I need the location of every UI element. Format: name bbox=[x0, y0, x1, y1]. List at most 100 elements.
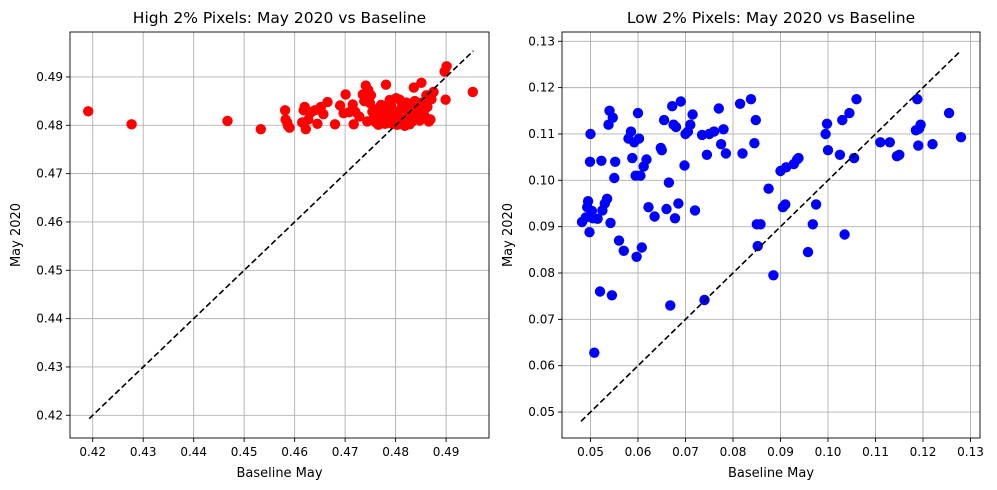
scatter-point bbox=[679, 160, 690, 171]
scatter-point bbox=[927, 139, 938, 150]
scatter-point bbox=[685, 119, 696, 130]
scatter-point bbox=[428, 86, 439, 98]
scatter-point bbox=[851, 94, 862, 105]
scatter-point bbox=[667, 101, 678, 112]
scatter-point bbox=[649, 211, 660, 222]
x-tick-label: 0.44 bbox=[180, 445, 207, 459]
scatter-point bbox=[708, 126, 720, 137]
scatter-point bbox=[584, 227, 595, 238]
y-tick-label: 0.13 bbox=[528, 34, 555, 48]
scatter-point bbox=[763, 183, 774, 194]
scatter-point bbox=[633, 133, 645, 144]
x-tick-label: 0.45 bbox=[231, 445, 258, 459]
scatter-point bbox=[467, 86, 478, 98]
scatter-point bbox=[675, 96, 686, 107]
scatter-point bbox=[354, 111, 365, 122]
x-tick-label: 0.09 bbox=[767, 445, 794, 459]
scatter-point bbox=[894, 149, 905, 160]
scatter-point bbox=[632, 107, 644, 119]
scatter-point bbox=[380, 79, 392, 90]
y-tick-label: 0.46 bbox=[36, 215, 63, 229]
x-tick-label: 0.42 bbox=[79, 445, 106, 459]
scatter-point bbox=[422, 101, 433, 113]
scatter-point bbox=[279, 105, 291, 116]
scatter-point bbox=[613, 235, 625, 246]
scatter-point bbox=[875, 137, 886, 148]
x-tick-label: 0.11 bbox=[862, 445, 889, 459]
scatter-point bbox=[749, 138, 760, 149]
scatter-point bbox=[284, 122, 295, 133]
scatter-point bbox=[837, 114, 848, 126]
plot-frame bbox=[561, 31, 981, 439]
scatter-point bbox=[844, 107, 855, 119]
scatter-point bbox=[955, 132, 967, 143]
x-tick-label: 0.10 bbox=[815, 445, 842, 459]
scatter-point bbox=[915, 119, 926, 130]
scatter-point bbox=[884, 137, 895, 148]
x-tick-label: 0.48 bbox=[382, 445, 409, 459]
scatter-point bbox=[635, 170, 646, 181]
high-points bbox=[83, 61, 478, 135]
scatter-point bbox=[610, 156, 621, 167]
high-y-axis-label: May 2020 bbox=[9, 203, 24, 267]
scatter-point bbox=[322, 96, 333, 108]
reference-line bbox=[88, 50, 474, 420]
x-tick-label: 0.13 bbox=[957, 445, 984, 459]
y-tick-label: 0.06 bbox=[528, 359, 555, 373]
low-y-axis-label: May 2020 bbox=[501, 203, 516, 267]
scatter-point bbox=[713, 103, 724, 114]
y-tick-label: 0.44 bbox=[36, 312, 63, 326]
scatter-point bbox=[663, 177, 675, 188]
reference-line bbox=[580, 49, 962, 422]
x-tick-label: 0.46 bbox=[281, 445, 308, 459]
x-tick-label: 0.08 bbox=[720, 445, 747, 459]
scatter-point bbox=[687, 109, 698, 120]
low-x-ticks: 0.05 0.06 0.07 0.08 0.09 0.10 0.11 0.12 0.13 bbox=[577, 438, 984, 459]
high-chart: 0.42 0.43 0.44 0.45 0.46 0.47 0.48 0.49 0.42 0.43… bbox=[9, 9, 490, 481]
high-x-axis-label: Baseline May bbox=[236, 466, 322, 481]
scatter-point bbox=[656, 145, 667, 156]
scatter-point bbox=[582, 196, 594, 207]
scatter-point bbox=[821, 118, 833, 129]
x-tick-label: 0.06 bbox=[625, 445, 652, 459]
scatter-point bbox=[425, 114, 436, 125]
scatter-point bbox=[596, 155, 607, 166]
scatter-point bbox=[752, 240, 763, 252]
scatter-point bbox=[802, 246, 814, 258]
scatter-point bbox=[300, 124, 311, 135]
scatter-point bbox=[913, 140, 924, 151]
scatter-point bbox=[329, 119, 341, 130]
scatter-point bbox=[780, 199, 791, 210]
x-tick-label: 0.47 bbox=[332, 445, 359, 459]
scatter-point bbox=[83, 106, 94, 117]
scatter-point bbox=[401, 97, 412, 108]
y-tick-label: 0.42 bbox=[36, 408, 63, 422]
y-tick-label: 0.43 bbox=[36, 360, 63, 374]
scatter-point bbox=[658, 114, 670, 126]
y-tick-label: 0.12 bbox=[528, 81, 555, 95]
scatter-point bbox=[718, 124, 729, 135]
scatter-point bbox=[609, 172, 620, 184]
scatter-point bbox=[440, 94, 451, 105]
scatter-point bbox=[822, 145, 834, 156]
scatter-point bbox=[834, 149, 846, 160]
scatter-point bbox=[606, 290, 618, 301]
scatter-point bbox=[126, 119, 137, 130]
y-tick-label: 0.49 bbox=[36, 70, 63, 84]
scatter-point bbox=[670, 121, 682, 133]
scatter-point bbox=[601, 193, 613, 204]
scatter-point bbox=[589, 347, 600, 358]
scatter-point bbox=[584, 156, 596, 167]
scatter-point bbox=[641, 154, 652, 165]
y-tick-label: 0.47 bbox=[36, 167, 63, 181]
low-chart-title: Low 2% Pixels: May 2020 vs Baseline bbox=[627, 9, 915, 27]
y-tick-label: 0.07 bbox=[528, 312, 555, 326]
scatter-point bbox=[416, 77, 427, 89]
high-grid bbox=[70, 32, 489, 438]
scatter-point bbox=[745, 94, 757, 105]
y-tick-label: 0.11 bbox=[528, 127, 555, 141]
scatter-point bbox=[750, 114, 761, 126]
low-y-ticks: 0.05 0.06 0.07 0.08 0.09 0.10 0.11 0.12 0.13 bbox=[528, 34, 562, 419]
scatter-point bbox=[715, 139, 727, 150]
